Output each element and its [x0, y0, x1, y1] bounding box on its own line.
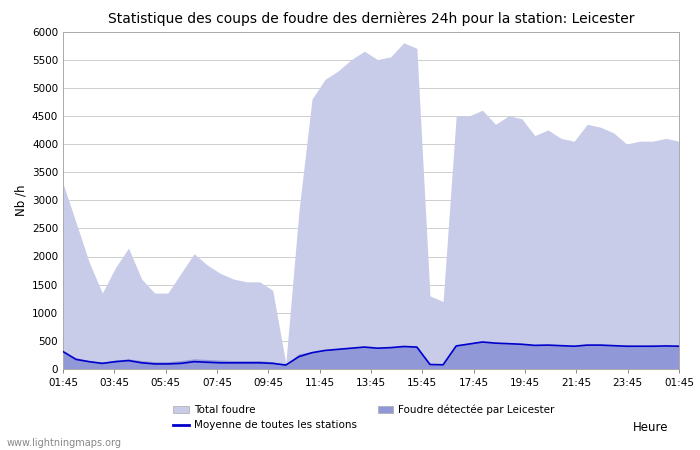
Title: Statistique des coups de foudre des dernières 24h pour la station: Leicester: Statistique des coups de foudre des dern… [108, 12, 634, 26]
Text: Heure: Heure [633, 421, 668, 434]
Text: www.lightningmaps.org: www.lightningmaps.org [7, 438, 122, 448]
Legend: Total foudre, Moyenne de toutes les stations, Foudre détectée par Leicester: Total foudre, Moyenne de toutes les stat… [173, 405, 555, 430]
Y-axis label: Nb /h: Nb /h [15, 184, 28, 216]
